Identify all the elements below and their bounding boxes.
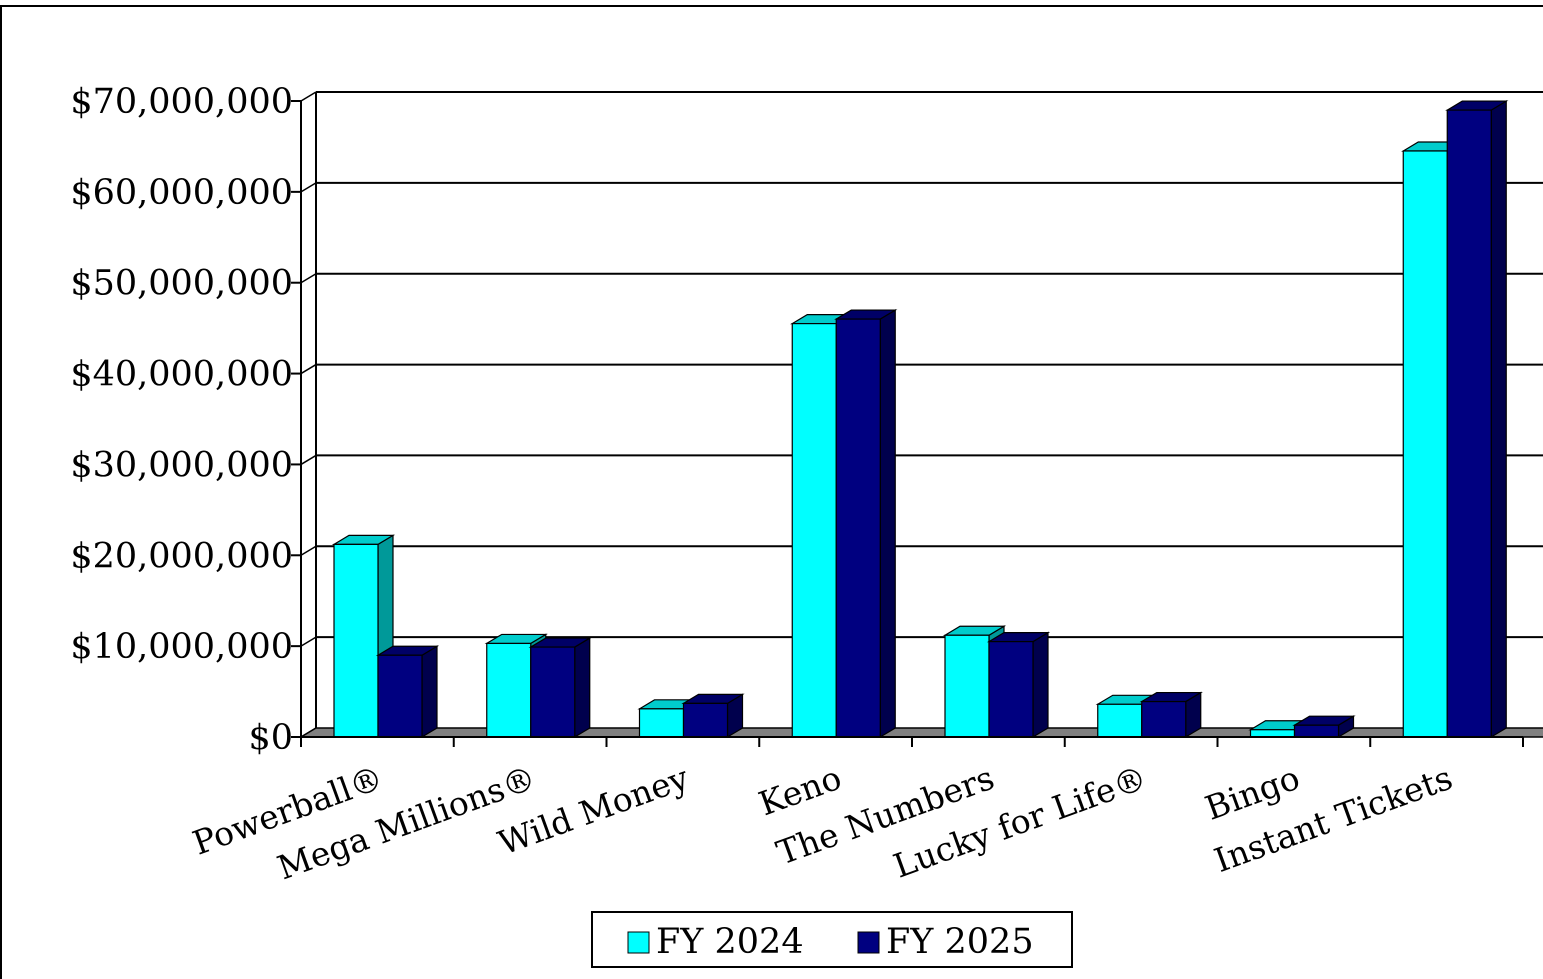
bar-wild-money-fy-2024-front bbox=[638, 708, 685, 738]
y-tick-label: $0 bbox=[248, 718, 293, 758]
bar-the-numbers-fy-2025-front bbox=[988, 640, 1034, 738]
bar-wild-money-fy-2025 bbox=[681, 693, 745, 739]
legend-swatch-fy-2025 bbox=[857, 931, 880, 954]
bar-the-numbers-fy-2025-side bbox=[1032, 631, 1049, 739]
bar-wild-money-fy-2025-front bbox=[682, 702, 729, 738]
bar-the-numbers-fy-2024-front bbox=[944, 634, 990, 738]
chart-border bbox=[0, 5, 1543, 979]
gridline-wall bbox=[300, 182, 317, 193]
bar-powerball-fy-2024-front bbox=[333, 543, 379, 738]
gridline-wall bbox=[300, 363, 317, 375]
y-tick-label: $60,000,000 bbox=[70, 173, 293, 213]
bar-powerball-fy-2025-side bbox=[421, 645, 438, 739]
bar-keno-fy-2025 bbox=[834, 308, 898, 739]
bar-mega-millions-fy-2025-front bbox=[530, 646, 576, 738]
legend-label-fy-2025: FY 2025 bbox=[886, 922, 1034, 962]
bar-mega-millions-fy-2025-side bbox=[574, 636, 591, 739]
bars bbox=[331, 100, 1509, 739]
bar-instant-tickets-fy-2025-front bbox=[1446, 109, 1492, 738]
gridline-wall bbox=[300, 91, 317, 102]
bar-lucky-for-life-fy-2024-front bbox=[1097, 703, 1143, 738]
bar-keno-fy-2024-front bbox=[791, 323, 837, 738]
bar-powerball-fy-2025 bbox=[375, 645, 440, 739]
bar-instant-tickets-fy-2024-front bbox=[1402, 150, 1448, 738]
gridline-wall bbox=[300, 636, 317, 647]
bar-keno-fy-2025-front bbox=[835, 318, 881, 738]
y-tick-label: $10,000,000 bbox=[70, 627, 293, 667]
bar-bingo-fy-2025 bbox=[1292, 715, 1356, 739]
bar-mega-millions-fy-2024-front bbox=[486, 642, 532, 738]
bar-keno-fy-2025-side bbox=[879, 308, 896, 739]
gridline-wall bbox=[300, 545, 317, 556]
bar-lucky-for-life-fy-2025-front bbox=[1141, 700, 1187, 738]
y-tick-label: $40,000,000 bbox=[70, 355, 293, 395]
y-tick-label: $70,000,000 bbox=[70, 82, 293, 122]
legend: FY 2024 FY 2025 bbox=[591, 911, 1073, 968]
gridline-wall bbox=[300, 454, 317, 466]
legend-label-fy-2024: FY 2024 bbox=[656, 922, 804, 962]
gridlines bbox=[300, 91, 1543, 738]
bar-mega-millions-fy-2025 bbox=[528, 636, 592, 739]
value-axis: $0 $10,000,000 $20,000,000 $30,000,000 $40,0… bbox=[70, 82, 302, 758]
y-tick-label: $50,000,000 bbox=[70, 264, 293, 304]
bar-powerball-fy-2025-front bbox=[377, 654, 423, 738]
gridline-wall bbox=[300, 273, 317, 284]
bar-lucky-for-life-fy-2025 bbox=[1139, 691, 1203, 739]
bar-the-numbers-fy-2025 bbox=[986, 631, 1051, 739]
y-tick-label: $30,000,000 bbox=[70, 445, 293, 485]
legend-box bbox=[591, 911, 1073, 968]
bar-instant-tickets-fy-2025 bbox=[1445, 100, 1509, 739]
bar-instant-tickets-fy-2025-side bbox=[1490, 100, 1507, 739]
y-tick-label: $20,000,000 bbox=[70, 536, 293, 576]
bar-bingo-fy-2024-front bbox=[1249, 729, 1296, 738]
bar-bingo-fy-2025-front bbox=[1293, 724, 1340, 738]
legend-swatch-fy-2024 bbox=[627, 931, 650, 954]
